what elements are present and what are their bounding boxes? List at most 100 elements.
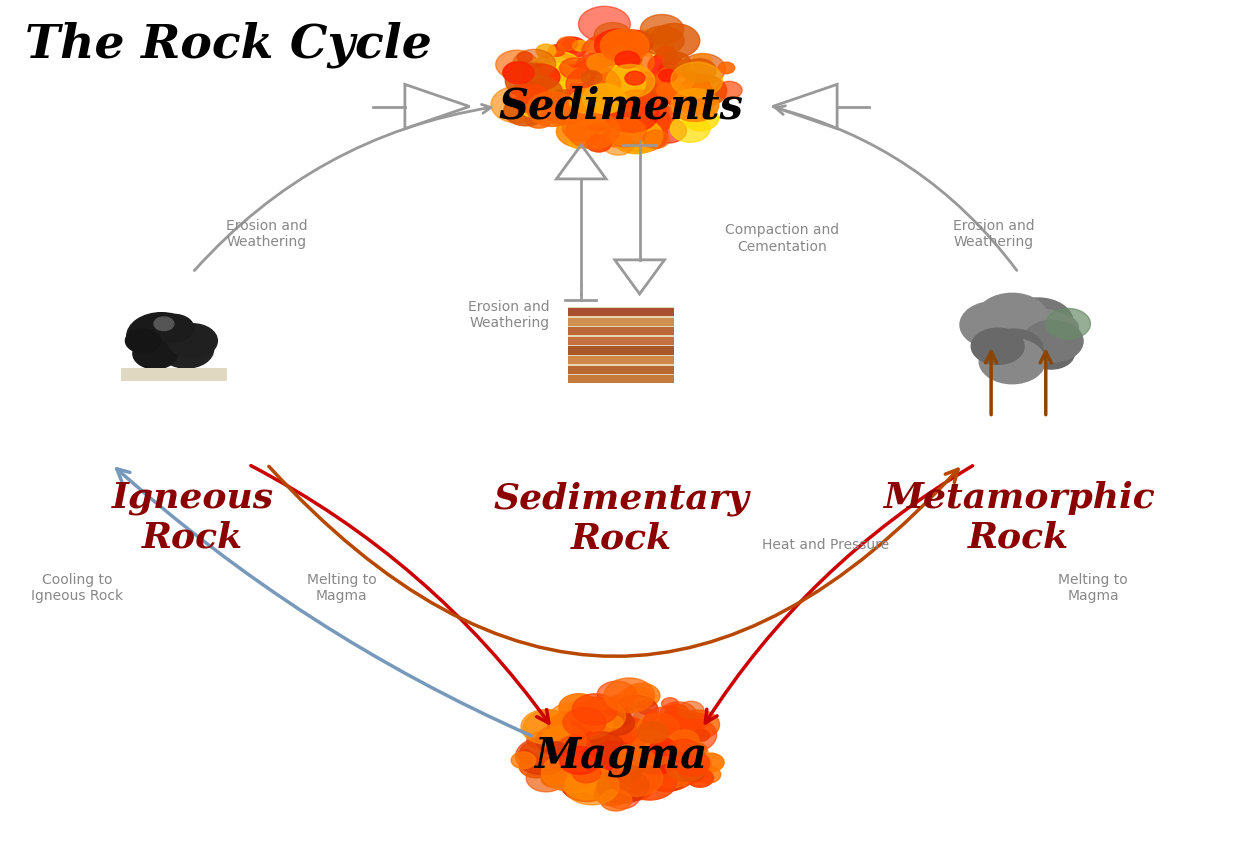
Circle shape [673,751,709,776]
Circle shape [616,72,667,106]
Circle shape [651,738,676,756]
Circle shape [575,53,619,83]
Circle shape [620,89,640,102]
Circle shape [504,95,548,126]
Circle shape [154,317,174,331]
Circle shape [717,81,741,99]
Circle shape [548,711,592,742]
Circle shape [517,52,533,62]
Circle shape [505,63,556,98]
Circle shape [620,745,636,755]
Circle shape [657,85,677,99]
Circle shape [611,723,653,752]
Circle shape [522,64,560,90]
Circle shape [586,113,611,131]
Circle shape [616,72,640,88]
Circle shape [534,63,578,93]
Circle shape [546,742,566,756]
Circle shape [607,102,636,121]
Circle shape [625,72,645,85]
Circle shape [594,780,631,806]
Bar [569,318,673,326]
Circle shape [525,109,553,128]
Circle shape [656,757,686,778]
Text: The Rock Cycle: The Rock Cycle [25,21,432,68]
Circle shape [519,77,563,106]
Circle shape [643,706,693,741]
Text: Igneous
Rock: Igneous Rock [112,481,273,555]
Circle shape [514,65,540,82]
Circle shape [597,769,648,803]
Circle shape [573,763,601,783]
Circle shape [633,741,682,774]
Circle shape [573,41,587,51]
Circle shape [605,45,655,78]
FancyArrowPatch shape [194,105,491,271]
Circle shape [527,92,578,126]
Circle shape [664,717,717,752]
Circle shape [509,84,550,112]
Circle shape [556,116,604,147]
Circle shape [616,102,671,139]
Circle shape [637,713,679,742]
Text: Compaction and
Cementation: Compaction and Cementation [725,223,840,254]
Circle shape [590,79,612,95]
Text: Melting to
Magma: Melting to Magma [1058,573,1128,603]
Circle shape [558,746,587,765]
Circle shape [611,118,663,153]
Circle shape [573,694,617,725]
Circle shape [532,55,578,87]
Circle shape [666,704,688,720]
Circle shape [679,75,727,106]
Circle shape [631,102,676,132]
Circle shape [594,22,631,49]
Circle shape [550,757,569,769]
Circle shape [565,91,614,124]
Circle shape [668,751,683,762]
Circle shape [159,331,214,368]
Circle shape [586,37,614,57]
Bar [569,375,673,383]
Bar [569,366,673,374]
Circle shape [560,765,614,802]
Circle shape [530,84,570,112]
Circle shape [154,314,194,342]
Circle shape [579,6,630,42]
Circle shape [503,61,534,83]
Bar [569,308,673,316]
Circle shape [648,101,667,115]
Circle shape [133,338,178,369]
Circle shape [561,39,582,53]
Circle shape [545,65,599,101]
Circle shape [616,89,658,119]
Circle shape [573,758,626,795]
Circle shape [537,737,575,763]
FancyArrowPatch shape [705,466,972,722]
Text: Erosion and
Weathering: Erosion and Weathering [468,300,550,331]
Circle shape [1005,309,1077,360]
Circle shape [587,106,617,126]
Circle shape [523,710,575,746]
Circle shape [650,24,699,58]
FancyArrowPatch shape [776,106,1017,270]
Circle shape [518,750,533,761]
Bar [569,307,673,383]
Circle shape [631,726,646,737]
Text: Erosion and
Weathering: Erosion and Weathering [953,219,1035,250]
Circle shape [623,683,660,708]
Circle shape [496,50,538,79]
Circle shape [601,717,651,751]
Circle shape [576,720,605,740]
Circle shape [558,37,578,50]
Circle shape [491,86,545,123]
Circle shape [539,79,573,102]
FancyArrowPatch shape [117,469,532,736]
Circle shape [542,725,586,756]
Circle shape [566,747,610,777]
Text: Melting to
Magma: Melting to Magma [307,573,376,603]
Text: Sedimentary
Rock: Sedimentary Rock [493,481,749,556]
Circle shape [560,746,600,774]
Circle shape [542,770,566,787]
Circle shape [667,740,708,768]
Circle shape [520,710,571,744]
